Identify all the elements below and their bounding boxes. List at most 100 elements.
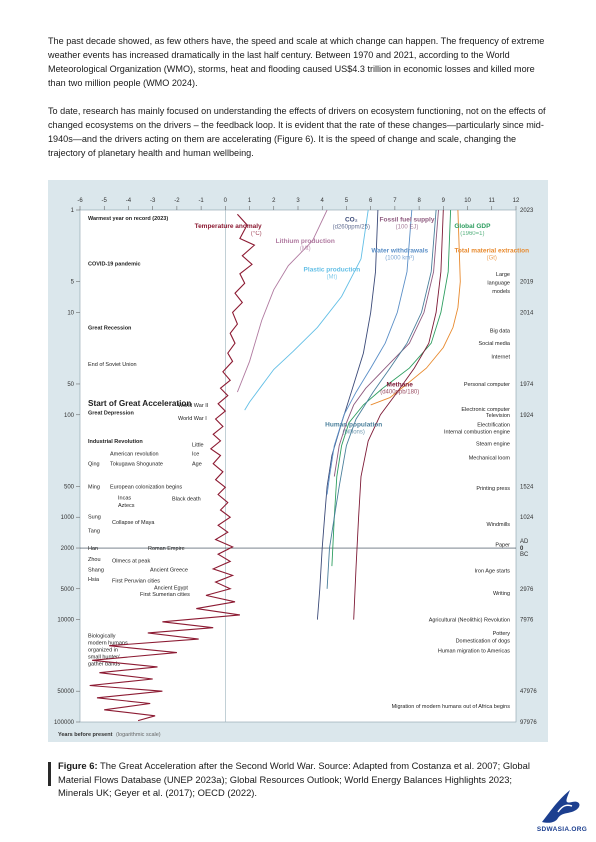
x-tick-label: -3 (150, 198, 156, 204)
x-tick-label: -6 (77, 198, 83, 204)
right-event-label: Electrification (477, 422, 510, 428)
y-right-tick-label: 2014 (520, 310, 534, 316)
series-line-total-material-extraction (370, 209, 461, 406)
y-left-tick-label: 10000 (57, 618, 74, 624)
series-label: Methane (387, 382, 414, 389)
series-label: Plastic production (304, 267, 361, 274)
series-line-temperature-anomaly (89, 213, 256, 722)
y-right-tick-label: 2976 (520, 587, 534, 593)
left-event-label: Collapse of Maya (112, 520, 155, 526)
series-label: Temperature anomaly (195, 223, 262, 230)
series-line-human-population (326, 209, 437, 589)
x-tick-label: 6 (369, 198, 373, 204)
bio-note-line: small hunter/ (88, 655, 120, 661)
y-right-tick-label: 0 (520, 546, 524, 552)
caption-bar (48, 762, 51, 786)
series-label: Lithium production (276, 238, 335, 245)
left-event-label: First Sumerian cities (140, 592, 190, 598)
right-event-label: Personal computer (464, 382, 510, 388)
y-right-tick-label: 2019 (520, 280, 534, 286)
y-left-tick-label: 50 (67, 382, 74, 388)
y-left-tick-label: 5000 (61, 587, 75, 593)
series-label: Water withdrawals (371, 247, 428, 254)
right-event-label: Windmills (486, 522, 510, 528)
right-event-label: Internet (491, 355, 510, 361)
series-unit: (Gt) (487, 255, 497, 261)
series-line-methane (353, 209, 444, 620)
y-right-tick-label: 1974 (520, 382, 534, 388)
plot-area (79, 209, 517, 723)
series-unit: (billions) (343, 429, 365, 435)
caption-label: Figure 6: (58, 760, 98, 771)
logo-text: SDWASIA.ORG (536, 826, 588, 833)
left-event-label: Little (192, 442, 204, 448)
series-label: Global GDP (454, 223, 491, 230)
y-left-tick-label: 50000 (57, 689, 74, 695)
x-tick-label: 7 (393, 198, 397, 204)
y-right-tick-label: 2023 (520, 208, 534, 214)
y-left-tick-label: 100000 (54, 720, 75, 726)
x-tick-label: 5 (345, 198, 349, 204)
right-event-label: Mechanical loom (469, 455, 511, 461)
y-axis-label-note: (logarithmic scale) (116, 732, 161, 738)
x-tick-label: -2 (174, 198, 180, 204)
left-event-label: Ice (192, 452, 199, 458)
y-left-tick-label: 500 (64, 484, 75, 490)
series-unit: (Mt) (327, 275, 338, 281)
x-tick-label: -4 (126, 198, 132, 204)
x-tick-label: 4 (321, 198, 325, 204)
y-right-tick-label: 97976 (520, 720, 537, 726)
y-left-tick-label: 1 (71, 208, 75, 214)
right-event-label: Writing (493, 591, 510, 597)
y-left-tick-label: 10 (67, 310, 74, 316)
left-event-label: Olmecs at peak (112, 559, 150, 565)
left-event-label: Ming (88, 484, 100, 490)
left-event-label: Industrial Revolution (88, 439, 143, 445)
left-event-label: Tokugawa Shogunate (110, 462, 163, 468)
intro-paragraph-1: The past decade showed, as few others ha… (48, 36, 545, 88)
right-event-label: Migration of modern humans out of Africa… (392, 704, 511, 710)
series-label: Total material extraction (454, 247, 529, 254)
right-event-label: Paper (495, 543, 510, 549)
right-event-label: Internal combustion engine (444, 430, 510, 436)
header-note: COVID-19 pandemic (88, 262, 141, 268)
right-event-label: Large (496, 272, 510, 278)
left-event-label: Tang (88, 529, 100, 535)
y-right-tick-label: 7976 (520, 618, 534, 624)
x-tick-label: -1 (198, 198, 204, 204)
x-tick-label: 10 (464, 198, 471, 204)
left-event-label: Great Depression (88, 411, 134, 417)
right-event-label: Big data (490, 328, 511, 334)
x-tick-label: 9 (442, 198, 446, 204)
x-tick-label: 2 (272, 198, 276, 204)
x-tick-label: -5 (102, 198, 108, 204)
left-event-label: End of Soviet Union (88, 362, 137, 368)
x-tick-label: 11 (489, 198, 496, 204)
series-unit: (d260ppm/25) (333, 225, 370, 231)
y-left-tick-label: 100 (64, 413, 75, 419)
right-event-label: Domestication of dogs (456, 639, 511, 645)
x-tick-label: 3 (296, 198, 300, 204)
left-event-label: Qing (88, 462, 100, 468)
left-event-label: Han (88, 546, 98, 552)
left-event-label: Hsia (88, 577, 100, 583)
right-event-label: Printing press (476, 486, 510, 492)
x-tick-label: 0 (224, 198, 228, 204)
left-event-label: Aztecs (118, 503, 135, 509)
x-tick-label: 8 (417, 198, 421, 204)
left-event-label: Start of Great Acceleration (88, 399, 191, 408)
left-event-label: Roman Empire (148, 546, 185, 552)
left-event-label: Ancient Egypt (154, 585, 188, 591)
y-right-tick-label: BC (520, 552, 529, 558)
left-event-label: European colonization begins (110, 484, 182, 490)
series-unit: (d400ppb/180) (380, 390, 419, 396)
right-event-label: Pottery (493, 631, 511, 637)
left-event-label: Black death (172, 497, 201, 503)
left-event-label: American revolution (110, 452, 159, 458)
y-left-tick-label: 2000 (61, 546, 75, 552)
right-event-label: Television (486, 413, 510, 419)
y-left-tick-label: 5 (71, 280, 75, 286)
y-right-tick-label: 1924 (520, 413, 534, 419)
left-event-label: World War II (178, 403, 209, 409)
bio-note-line: organized in (88, 648, 118, 654)
